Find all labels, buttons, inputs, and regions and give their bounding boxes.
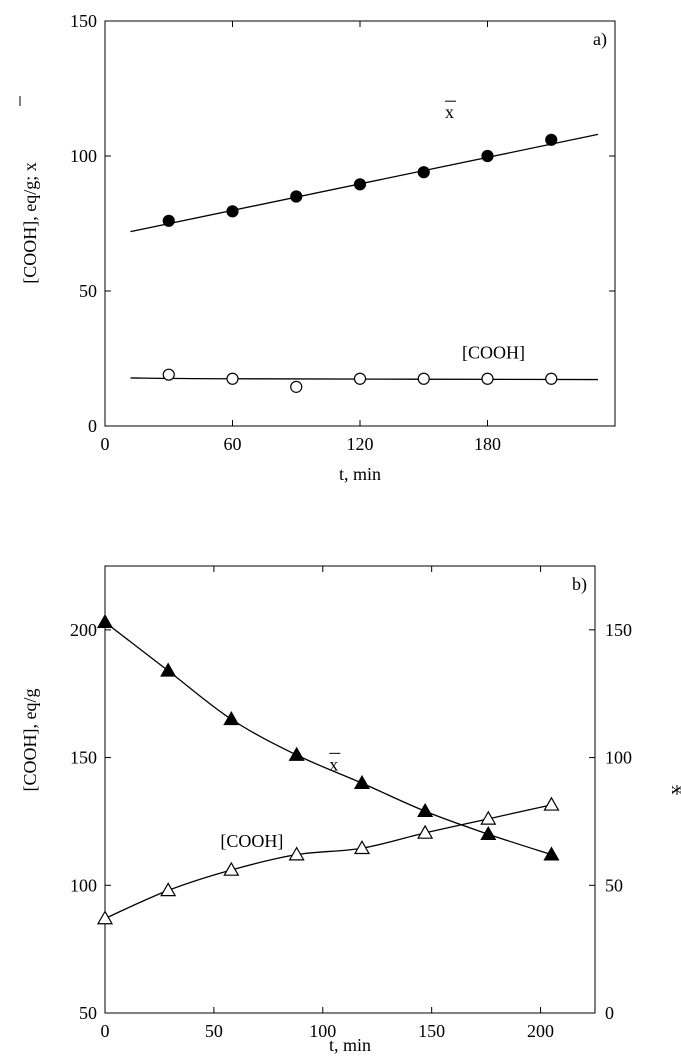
y2-tick-label: 0 (605, 1003, 614, 1023)
series-0-point (417, 803, 434, 818)
series-0-point (160, 662, 177, 677)
x-tick-label: 180 (474, 434, 501, 454)
panel-a: 0 60 120 180 0 50 100 150 x [COOH] a) t, min [COOH],… (19, 11, 616, 484)
y-axis-title: [COOH], eq/g; x (20, 162, 40, 283)
series-0-point (481, 149, 494, 163)
series-0-point (226, 205, 239, 218)
series-0-point (545, 133, 558, 146)
panel-tag: b) (572, 574, 587, 595)
series-0-point (162, 214, 175, 227)
y2-tick-label: 100 (605, 748, 632, 768)
series-0-point (353, 774, 371, 789)
annotation-0: x (445, 102, 454, 122)
series-0-point (290, 190, 303, 203)
series-0-point (480, 825, 497, 841)
x-tick-label: 100 (309, 1021, 336, 1041)
series-1-line (130, 377, 599, 381)
series-1-point (290, 380, 303, 393)
series-1-point (353, 372, 367, 385)
series-0-point (288, 746, 305, 761)
series-0-point (223, 711, 240, 726)
series-1-point (96, 910, 114, 925)
x-tick-label: 0 (101, 1021, 110, 1041)
plot-frame (104, 20, 616, 427)
series-1-point (545, 372, 558, 385)
y-tick-label: 100 (70, 146, 97, 166)
y-tick-label: 150 (70, 748, 97, 768)
x-tick-label: 120 (347, 434, 374, 454)
series-1-point (353, 840, 371, 855)
y-axis-title: [COOH], eq/g (20, 689, 40, 792)
annotation-1: [COOH] (462, 343, 525, 363)
panel-b: 0 50 100 150 20050100150200050100150x[COOH]b… (20, 565, 681, 1055)
x-tick-label: 50 (205, 1021, 223, 1041)
x-axis-title: t, min (339, 464, 381, 484)
x-tick-label: 200 (527, 1021, 554, 1041)
y-tick-label: 200 (70, 620, 97, 640)
y-tick-label: 50 (79, 1003, 97, 1023)
series-1-point (226, 372, 239, 385)
annotation-1: [COOH] (220, 831, 283, 851)
plot-frame (104, 565, 596, 1014)
series-0-point (417, 166, 430, 179)
series-1-point (543, 796, 560, 811)
y-tick-label: 50 (79, 281, 97, 301)
series-1-point (162, 368, 175, 381)
panel-tag: a) (593, 29, 607, 50)
x-tick-label: 0 (101, 434, 110, 454)
series-1-point (481, 372, 494, 385)
y2-axis-title: x (668, 786, 681, 795)
y2-tick-label: 150 (605, 620, 632, 640)
series-1-line (104, 804, 552, 920)
annotation-0: x (329, 754, 338, 774)
series-1-point (480, 810, 497, 825)
y-tick-label: 150 (70, 11, 97, 31)
series-0-point (543, 846, 560, 861)
series-1-point (417, 824, 434, 839)
series-0-point (353, 178, 367, 191)
x-tick-label: 150 (418, 1021, 445, 1041)
x-axis-title: t, min (329, 1035, 371, 1055)
y-tick-label: 0 (88, 416, 97, 436)
series-0-point (96, 613, 114, 629)
series-1-point (223, 861, 240, 876)
series-1-point (288, 846, 305, 861)
y-tick-label: 100 (70, 875, 97, 895)
x-tick-label: 60 (224, 434, 242, 454)
y2-tick-label: 50 (605, 875, 623, 895)
series-1-point (160, 882, 177, 897)
series-1-point (417, 372, 430, 385)
